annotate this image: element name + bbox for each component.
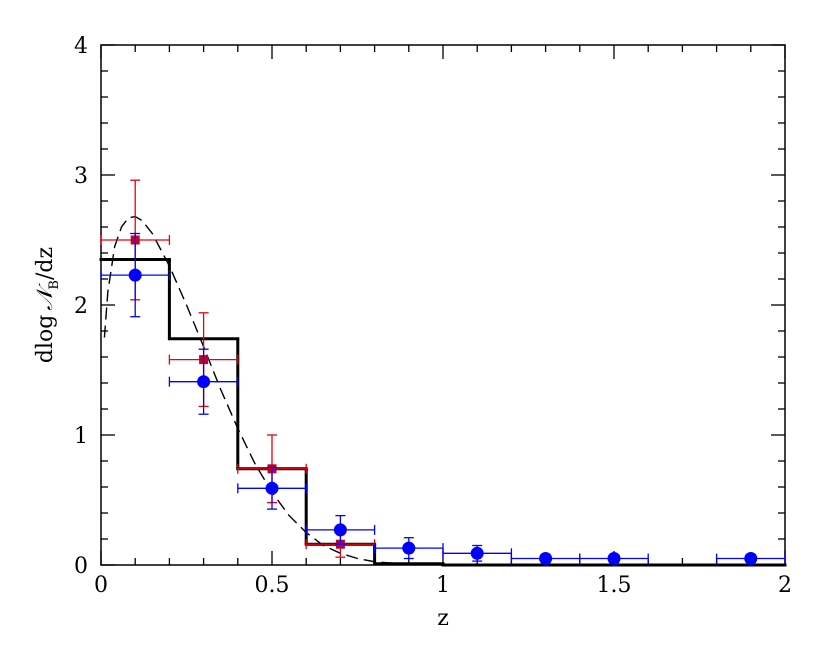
- marker: [333, 523, 347, 537]
- x-tick-label: 0.5: [255, 573, 290, 598]
- marker: [539, 552, 553, 565]
- x-tick-label: 1: [436, 573, 450, 598]
- y-label-pre: dlog: [33, 315, 58, 363]
- marker: [265, 481, 279, 495]
- x-axis-label: z: [437, 606, 449, 631]
- y-tick-label: 3: [74, 164, 88, 189]
- y-label-post: /dz: [33, 247, 58, 280]
- x-tick-label: 2: [778, 573, 792, 598]
- y-tick-label: 4: [74, 34, 88, 59]
- marker: [607, 552, 621, 565]
- model-curve: [103, 215, 785, 566]
- marker: [402, 541, 416, 555]
- marker: [197, 375, 211, 389]
- x-tick-label: 1.5: [597, 573, 632, 598]
- marker: [470, 546, 484, 560]
- y-tick-label: 1: [74, 424, 88, 449]
- x-tick-label: 0: [94, 573, 108, 598]
- marker: [744, 552, 758, 565]
- y-label-sub: B: [47, 280, 62, 290]
- plot-frame: [100, 44, 786, 566]
- y-tick-label: 2: [74, 294, 88, 319]
- marker: [128, 268, 142, 282]
- y-tick-label: 0: [74, 554, 88, 579]
- y-axis-label: dlog𝒩B/dz: [33, 247, 62, 363]
